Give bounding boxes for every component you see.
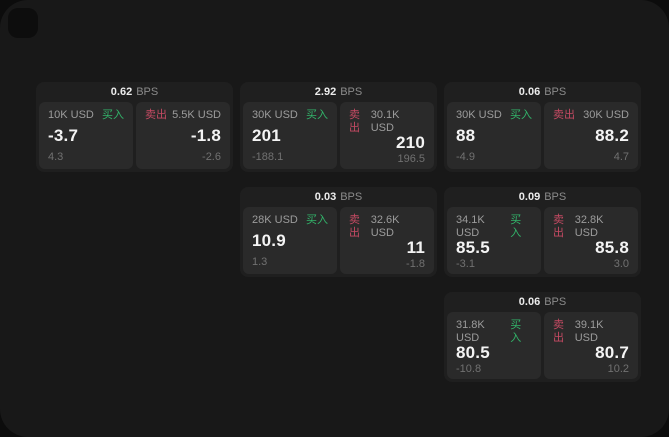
sell-price: -1.8	[190, 125, 221, 145]
buy-side-label: 买入	[102, 109, 124, 121]
card-header: 0.62 BPS	[36, 82, 233, 102]
sell-price: 85.8	[595, 238, 629, 258]
quote-card: 0.62 BPS 10K USD 买入 -3.7 4.3 卖出 5.5K USD	[36, 82, 233, 172]
buy-amount: 28K USD	[252, 214, 298, 226]
sell-side-label: 卖出	[349, 109, 360, 134]
buy-price: 201	[252, 125, 281, 145]
quote-card: 2.92 BPS 30K USD 买入 201 -188.1 卖出 30.1K …	[240, 82, 437, 172]
sell-amount: 39.1K USD	[574, 319, 604, 344]
app-corner-button[interactable]	[8, 8, 38, 38]
sell-side-label: 卖出	[349, 214, 360, 239]
sell-panel[interactable]: 卖出 32.6K USD 11 -1.8	[340, 207, 434, 274]
buy-price: 85.5	[456, 238, 490, 258]
buy-side-label: 买入	[306, 214, 328, 226]
sell-side-label: 卖出	[553, 319, 564, 344]
sell-side-label: 卖出	[553, 214, 564, 239]
buy-panel[interactable]: 31.8K USD 买入 80.5 -10.8	[447, 312, 541, 379]
sell-delta: -2.6	[202, 150, 221, 163]
buy-panel[interactable]: 10K USD 买入 -3.7 4.3	[39, 102, 133, 169]
sell-panel[interactable]: 卖出 30K USD 88.2 4.7	[544, 102, 638, 169]
bps-value: 2.92	[314, 85, 337, 98]
buy-panel[interactable]: 30K USD 买入 201 -188.1	[243, 102, 337, 169]
bps-value: 0.06	[518, 85, 541, 98]
sell-delta: 3.0	[613, 257, 629, 270]
quote-panels: 31.8K USD 买入 80.5 -10.8 卖出 39.1K USD 80.…	[447, 312, 638, 379]
buy-amount: 34.1K USD	[456, 214, 485, 239]
bps-value: 0.62	[110, 85, 133, 98]
sell-panel[interactable]: 卖出 30.1K USD 210 196.5	[340, 102, 434, 169]
sell-amount: 32.8K USD	[574, 214, 604, 239]
quote-panels: 10K USD 买入 -3.7 4.3 卖出 5.5K USD -1.8 -2.…	[39, 102, 230, 169]
buy-delta: 4.3	[48, 150, 64, 163]
card-header: 0.06 BPS	[444, 82, 641, 102]
bps-value: 0.03	[314, 190, 337, 203]
sell-delta: 4.7	[613, 150, 629, 163]
buy-panel[interactable]: 34.1K USD 买入 85.5 -3.1	[447, 207, 541, 274]
buy-side-label: 买入	[306, 109, 328, 121]
buy-price: 80.5	[456, 343, 490, 363]
quote-panels: 28K USD 买入 10.9 1.3 卖出 32.6K USD 11 -1.8	[243, 207, 434, 274]
buy-delta: -10.8	[456, 362, 482, 375]
buy-panel[interactable]: 28K USD 买入 10.9 1.3	[243, 207, 337, 274]
card-header: 2.92 BPS	[240, 82, 437, 102]
sell-price: 88.2	[595, 125, 629, 145]
buy-price: 10.9	[252, 230, 286, 250]
sell-side-label: 卖出	[553, 109, 575, 121]
card-header: 0.06 BPS	[444, 292, 641, 312]
buy-price: 88	[456, 125, 476, 145]
quote-panels: 30K USD 买入 201 -188.1 卖出 30.1K USD 210 1…	[243, 102, 434, 169]
quote-panels: 34.1K USD 买入 85.5 -3.1 卖出 32.8K USD 85.8…	[447, 207, 638, 274]
sell-price: 80.7	[595, 343, 629, 363]
sell-panel[interactable]: 卖出 32.8K USD 85.8 3.0	[544, 207, 638, 274]
bps-value: 0.06	[518, 295, 541, 308]
buy-delta: 1.3	[252, 255, 268, 268]
sell-delta: 196.5	[397, 152, 425, 165]
buy-delta: -4.9	[456, 150, 475, 163]
sell-price: 11	[406, 238, 425, 258]
sell-panel[interactable]: 卖出 5.5K USD -1.8 -2.6	[136, 102, 230, 169]
buy-side-label: 买入	[510, 319, 522, 344]
bps-unit: BPS	[340, 190, 363, 203]
bps-unit: BPS	[544, 190, 567, 203]
buy-amount: 30K USD	[252, 109, 298, 121]
sell-amount: 5.5K USD	[172, 109, 221, 121]
buy-side-label: 买入	[510, 109, 532, 121]
buy-amount: 31.8K USD	[456, 319, 485, 344]
buy-delta: -188.1	[252, 150, 284, 163]
buy-amount: 10K USD	[48, 109, 94, 121]
sell-panel[interactable]: 卖出 39.1K USD 80.7 10.2	[544, 312, 638, 379]
bps-unit: BPS	[544, 295, 567, 308]
bps-value: 0.09	[518, 190, 541, 203]
sell-amount: 30.1K USD	[370, 109, 400, 134]
sell-amount: 30K USD	[583, 109, 629, 121]
sell-delta: -1.8	[406, 257, 425, 270]
quote-card: 0.03 BPS 28K USD 买入 10.9 1.3 卖出 32.6K US…	[240, 187, 437, 277]
sell-delta: 10.2	[607, 362, 629, 375]
buy-delta: -3.1	[456, 257, 475, 270]
quote-card: 0.09 BPS 34.1K USD 买入 85.5 -3.1 卖出 32.8K…	[444, 187, 641, 277]
bps-unit: BPS	[544, 85, 567, 98]
buy-panel[interactable]: 30K USD 买入 88 -4.9	[447, 102, 541, 169]
bps-unit: BPS	[340, 85, 363, 98]
sell-amount: 32.6K USD	[370, 214, 400, 239]
quote-panels: 30K USD 买入 88 -4.9 卖出 30K USD 88.2 4.7	[447, 102, 638, 169]
buy-price: -3.7	[48, 125, 79, 145]
sell-side-label: 卖出	[145, 109, 167, 121]
sell-price: 210	[396, 133, 425, 153]
card-header: 0.09 BPS	[444, 187, 641, 207]
bps-unit: BPS	[136, 85, 159, 98]
card-header: 0.03 BPS	[240, 187, 437, 207]
quote-card: 0.06 BPS 30K USD 买入 88 -4.9 卖出 30K USD	[444, 82, 641, 172]
buy-amount: 30K USD	[456, 109, 502, 121]
quote-grid: 0.62 BPS 10K USD 买入 -3.7 4.3 卖出 5.5K USD	[36, 82, 641, 382]
quote-card: 0.06 BPS 31.8K USD 买入 80.5 -10.8 卖出 39.1…	[444, 292, 641, 382]
buy-side-label: 买入	[510, 214, 522, 239]
